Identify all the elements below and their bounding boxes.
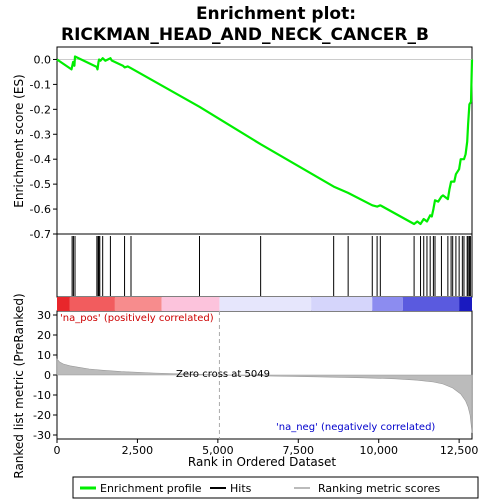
color-bar-segment <box>311 297 373 311</box>
es-series-line <box>56 55 474 226</box>
color-bar-segment <box>402 297 460 311</box>
hits-panel-frame <box>56 233 473 298</box>
zero-cross-label: Zero cross at 5049 <box>176 369 270 380</box>
ranked-y-axis-label: Ranked list metric (PreRanked) <box>12 293 26 478</box>
legend-box <box>72 476 479 499</box>
es-y-tick-label: -0.1 <box>30 78 51 91</box>
color-bar-segment <box>372 297 403 311</box>
ranked-y-axis: 30 20 10 0 -10 -20 -30 <box>33 309 57 442</box>
ranked-metric-layer <box>56 358 473 434</box>
ranked-y-tick-label: -10 <box>33 389 51 402</box>
color-bar-segment <box>459 297 472 311</box>
hits-layer <box>71 236 473 296</box>
color-bar-segment <box>161 297 220 311</box>
es-y-tick-label: -0.3 <box>30 128 51 141</box>
pos-correlated-label: 'na_pos' (positively correlated) <box>60 313 214 324</box>
es-y-tick-label: 0.0 <box>34 53 52 66</box>
legend-label-ranking: Ranking metric scores <box>318 482 440 495</box>
es-y-tick-label: -0.7 <box>30 228 51 241</box>
x-tick-label: 7,500 <box>283 444 315 457</box>
x-axis-label: Rank in Ordered Dataset <box>188 455 336 469</box>
neg-correlated-label: 'na_neg' (negatively correlated) <box>276 422 435 433</box>
ranked-y-tick-label: 0 <box>44 369 51 382</box>
color-bar-segment <box>69 297 115 311</box>
color-bar-segment <box>57 297 70 311</box>
x-tick-label: 10,000 <box>359 444 398 457</box>
chart-title-line-1: Enrichment plot: <box>196 4 356 24</box>
es-y-tick-label: -0.6 <box>30 203 51 216</box>
ranked-metric-area <box>56 358 473 434</box>
x-tick-label: 0 <box>54 444 61 457</box>
es-panel-frame <box>56 46 473 235</box>
ranked-y-tick-label: 10 <box>37 349 51 362</box>
ranked-y-tick-label: 20 <box>37 329 51 342</box>
es-y-axis: 0.0 -0.1 -0.2 -0.3 -0.4 -0.5 -0.6 -0.7 <box>30 53 57 241</box>
es-y-tick-label: -0.4 <box>30 153 51 166</box>
es-y-tick-label: -0.5 <box>30 178 51 191</box>
ranked-y-tick-label: 30 <box>37 309 51 322</box>
ranked-y-tick-label: -30 <box>33 429 51 442</box>
x-axis: 0 2,500 5,000 7,500 10,000 12,500 <box>54 439 479 457</box>
x-tick-label: 12,500 <box>440 444 479 457</box>
x-tick-label: 5,000 <box>202 444 234 457</box>
es-y-tick-label: -0.2 <box>30 103 51 116</box>
color-bar-segment <box>114 297 162 311</box>
chart-title-line-2: RICKMAN_HEAD_AND_NECK_CANCER_B <box>61 25 429 45</box>
ranked-y-tick-label: -20 <box>33 409 51 422</box>
es-line-layer <box>56 55 474 226</box>
es-y-axis-label: Enrichment score (ES) <box>12 74 26 207</box>
color-bar-segment <box>219 297 312 311</box>
x-tick-label: 2,500 <box>122 444 154 457</box>
legend-label-hits: Hits <box>230 482 252 495</box>
legend-label-enrichment: Enrichment profile <box>100 482 202 495</box>
color-bar <box>57 297 472 311</box>
